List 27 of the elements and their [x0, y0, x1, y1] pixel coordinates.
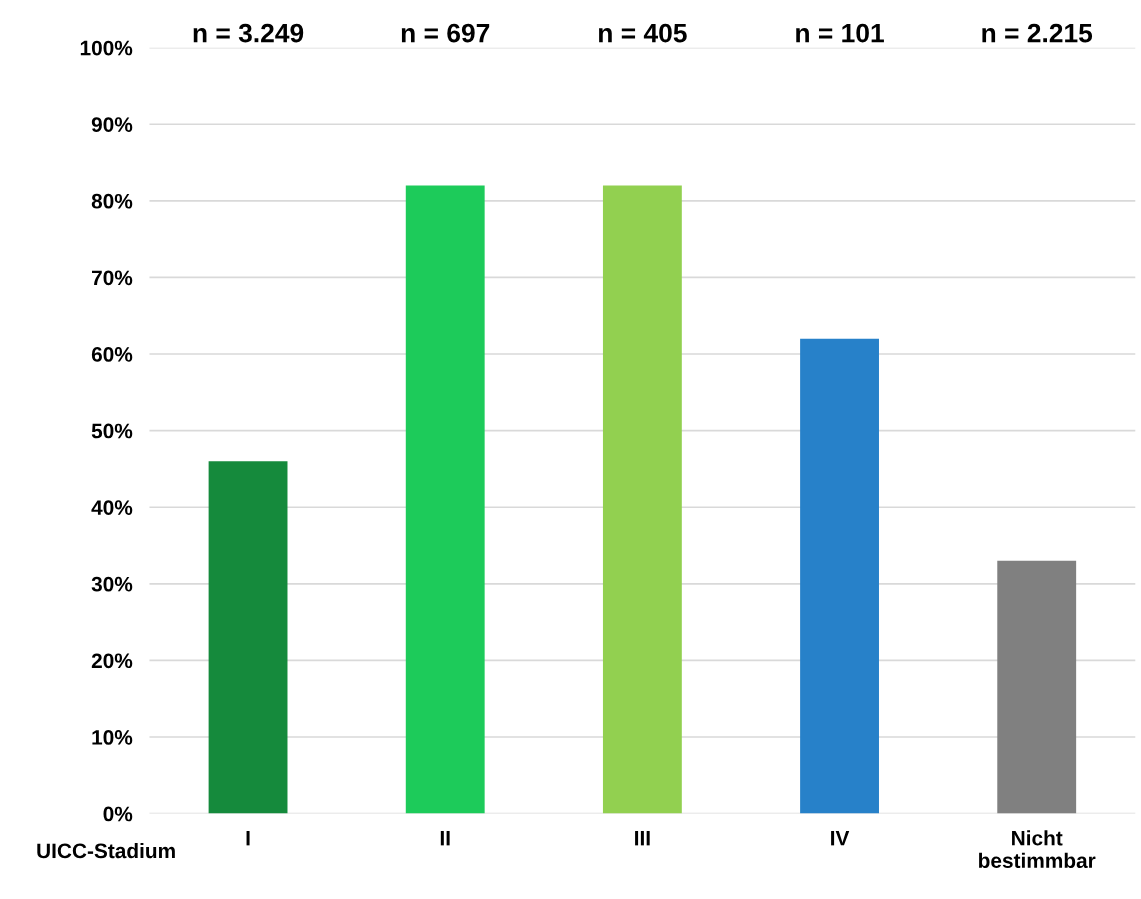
x-tick-label: I — [246, 831, 250, 846]
x-tick-label: II — [440, 831, 450, 846]
bar — [800, 338, 879, 814]
y-tick-label: 50% — [91, 423, 133, 439]
y-tick-label: 10% — [92, 730, 133, 745]
bar — [602, 185, 682, 814]
text: n = 697 — [401, 23, 490, 43]
y-tick-label: 70% — [92, 270, 133, 286]
text: n = 101 — [796, 23, 884, 43]
text: n = 405 — [599, 23, 687, 43]
y-tick-label: 80% — [91, 193, 133, 209]
x-tick-label: III — [635, 831, 650, 846]
bar — [997, 560, 1077, 814]
y-tick-label: 90% — [91, 117, 133, 132]
x-tick-label: Nicht bestimmbar — [979, 830, 1096, 868]
y-tick-label: 100% — [80, 40, 133, 56]
bar — [208, 461, 288, 814]
y-tick-label: 40% — [91, 500, 133, 515]
x-tick-label: IV — [831, 831, 850, 846]
y-tick-label: 0% — [103, 806, 133, 822]
y-tick-label: 60% — [91, 347, 133, 362]
y-tick-label: 30% — [91, 576, 133, 592]
text: n = 2.215 — [982, 23, 1093, 43]
text: n = 3.249 — [193, 23, 304, 43]
bar — [405, 185, 485, 814]
y-tick-label: 20% — [91, 653, 133, 669]
x-axis-title: UICC-Stadium — [37, 842, 175, 859]
